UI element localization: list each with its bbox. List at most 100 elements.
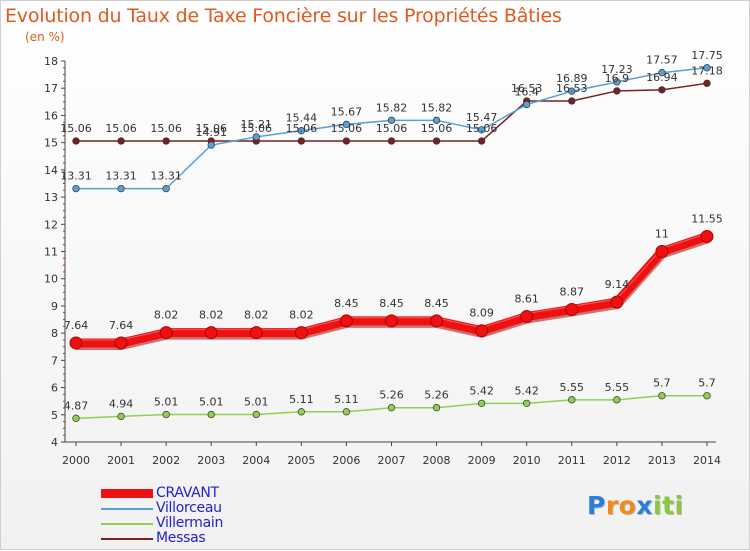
- logo-letter: i: [653, 491, 663, 520]
- data-point-cravant: [114, 336, 128, 350]
- data-point-messas: [568, 97, 576, 105]
- x-tick-label: 2003: [197, 454, 225, 467]
- y-minor-tick: [63, 325, 65, 327]
- data-label-villorceau: 16.89: [556, 72, 588, 85]
- legend-swatch: [101, 507, 153, 510]
- data-point-messas: [432, 137, 441, 145]
- data-point-messas: [477, 137, 486, 145]
- data-label-messas: 16.94: [646, 71, 678, 84]
- data-point-messas: [72, 137, 80, 145]
- y-tick-label: 11: [44, 246, 58, 259]
- data-point-villermain: [703, 392, 711, 400]
- data-point-villermain: [297, 408, 306, 416]
- data-label-messas: 16.9: [605, 72, 630, 85]
- y-minor-tick: [63, 353, 65, 355]
- logo-letter: i: [674, 491, 684, 520]
- data-point-villorceau: [477, 126, 486, 134]
- data-point-cravant: [610, 295, 624, 309]
- y-tick-label: 6: [51, 382, 58, 395]
- y-minor-tick: [63, 393, 65, 395]
- x-tick-label: 2007: [377, 454, 405, 467]
- data-label-messas: 15.06: [286, 122, 318, 135]
- data-label-villermain: 5.42: [514, 384, 539, 397]
- y-tick-label: 14: [44, 164, 58, 177]
- data-point-messas: [117, 137, 125, 145]
- data-point-cravant: [204, 326, 218, 340]
- x-tick-label: 2000: [62, 454, 90, 467]
- data-point-cravant: [655, 245, 669, 258]
- data-point-cravant: [475, 324, 489, 338]
- y-minor-tick: [63, 407, 65, 409]
- x-tick-label: 2008: [423, 454, 451, 467]
- data-label-cravant: 8.02: [154, 309, 179, 322]
- data-label-villorceau: 13.31: [105, 170, 137, 183]
- legend-item-messas: Messas: [101, 531, 223, 546]
- chart-subtitle: (en %): [25, 30, 65, 44]
- y-minor-tick: [63, 108, 65, 110]
- data-label-villorceau: 15.82: [421, 101, 453, 114]
- data-label-cravant: 11.55: [691, 213, 723, 226]
- data-point-cravant: [249, 326, 263, 340]
- y-minor-tick: [63, 135, 65, 137]
- data-label-villermain: 5.7: [698, 377, 716, 390]
- data-label-cravant: 8.02: [289, 309, 314, 322]
- data-point-villorceau: [72, 184, 80, 193]
- y-minor-tick: [63, 189, 65, 191]
- y-minor-tick: [63, 128, 65, 130]
- data-label-villermain: 5.01: [199, 396, 224, 409]
- data-label-villorceau: 17.57: [646, 54, 678, 67]
- data-label-villermain: 5.11: [334, 393, 359, 406]
- data-label-messas: 15.06: [241, 122, 273, 135]
- y-minor-tick: [63, 67, 65, 69]
- data-point-villorceau: [252, 133, 260, 141]
- y-minor-tick: [63, 339, 65, 341]
- data-label-villorceau: 15.82: [376, 101, 408, 114]
- data-point-messas: [162, 137, 170, 145]
- y-tick-label: 13: [44, 191, 58, 204]
- y-minor-tick: [63, 230, 65, 232]
- data-label-messas: 15.06: [331, 122, 363, 135]
- data-label-villorceau: 15.67: [331, 105, 363, 118]
- y-tick-label: 4: [51, 436, 58, 449]
- y-tick-label: 18: [44, 55, 58, 68]
- data-label-cravant: 8.02: [199, 309, 224, 322]
- data-point-villorceau: [523, 100, 531, 109]
- y-minor-tick: [63, 121, 65, 123]
- y-minor-tick: [63, 319, 65, 321]
- data-label-cravant: 8.45: [424, 297, 449, 310]
- data-point-villorceau: [658, 69, 666, 77]
- x-tick-label: 2001: [107, 454, 135, 467]
- y-minor-tick: [63, 176, 65, 178]
- y-minor-tick: [63, 264, 65, 266]
- data-label-villorceau: 13.31: [150, 170, 182, 183]
- data-label-messas: 16.53: [511, 82, 543, 95]
- data-point-messas: [613, 87, 621, 95]
- y-minor-tick: [63, 257, 65, 259]
- y-minor-tick: [63, 421, 65, 423]
- data-label-messas: 15.06: [421, 122, 453, 135]
- logo-letter: x: [636, 491, 653, 520]
- data-point-cravant: [339, 314, 353, 328]
- legend-swatch: [101, 537, 153, 540]
- data-label-villorceau: 15.44: [286, 112, 318, 125]
- legend-label: Villermain: [156, 515, 224, 531]
- data-point-villermain: [117, 412, 125, 421]
- legend-item-cravant: CRAVANT: [101, 486, 223, 501]
- y-minor-tick: [63, 380, 65, 382]
- y-minor-tick: [63, 94, 65, 96]
- data-label-cravant: 8.02: [244, 309, 269, 322]
- legend-swatch: [101, 522, 153, 525]
- data-point-cravant: [700, 230, 714, 244]
- data-label-villorceau: 15.47: [466, 111, 498, 124]
- data-point-villorceau: [117, 184, 125, 193]
- logo-letter: t: [662, 491, 675, 520]
- data-point-villorceau: [703, 64, 711, 72]
- x-tick-label: 2006: [332, 454, 360, 467]
- proxiti-logo: Proxiti: [587, 491, 684, 520]
- y-tick-label: 15: [44, 137, 58, 150]
- x-tick-label: 2012: [603, 454, 631, 467]
- legend: CRAVANT Villorceau Villermain Messas: [101, 486, 223, 546]
- data-label-cravant: 8.45: [379, 297, 404, 310]
